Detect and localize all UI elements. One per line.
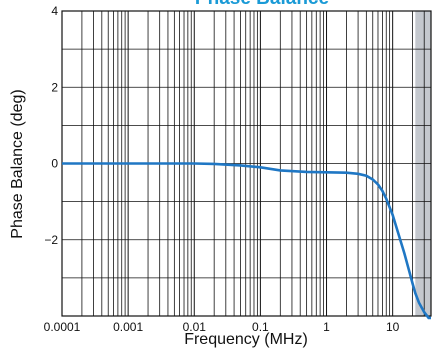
- series-line: [62, 162, 431, 320]
- chart-title: Phase Balance: [195, 0, 329, 9]
- x-tick-label: 10: [386, 320, 400, 334]
- x-tick-label: 1: [323, 320, 330, 334]
- x-tick-label: 0.001: [113, 320, 143, 334]
- x-tick-label: 0.0001: [44, 320, 81, 334]
- x-tick-label: 0.01: [183, 320, 207, 334]
- y-tick-label: 2: [51, 80, 58, 94]
- y-tick-label: 0: [51, 157, 58, 171]
- y-tick-label: −2: [44, 233, 58, 247]
- x-tick-label: 0.1: [252, 320, 269, 334]
- y-tick-label: 4: [51, 4, 58, 18]
- x-axis-title: Frequency (MHz): [184, 331, 308, 348]
- tick-labels: 0.0001 0.001 0.01 0.1 1 10 4 2 0 −2: [44, 4, 400, 334]
- y-axis-title: Phase Balance (deg): [9, 89, 26, 238]
